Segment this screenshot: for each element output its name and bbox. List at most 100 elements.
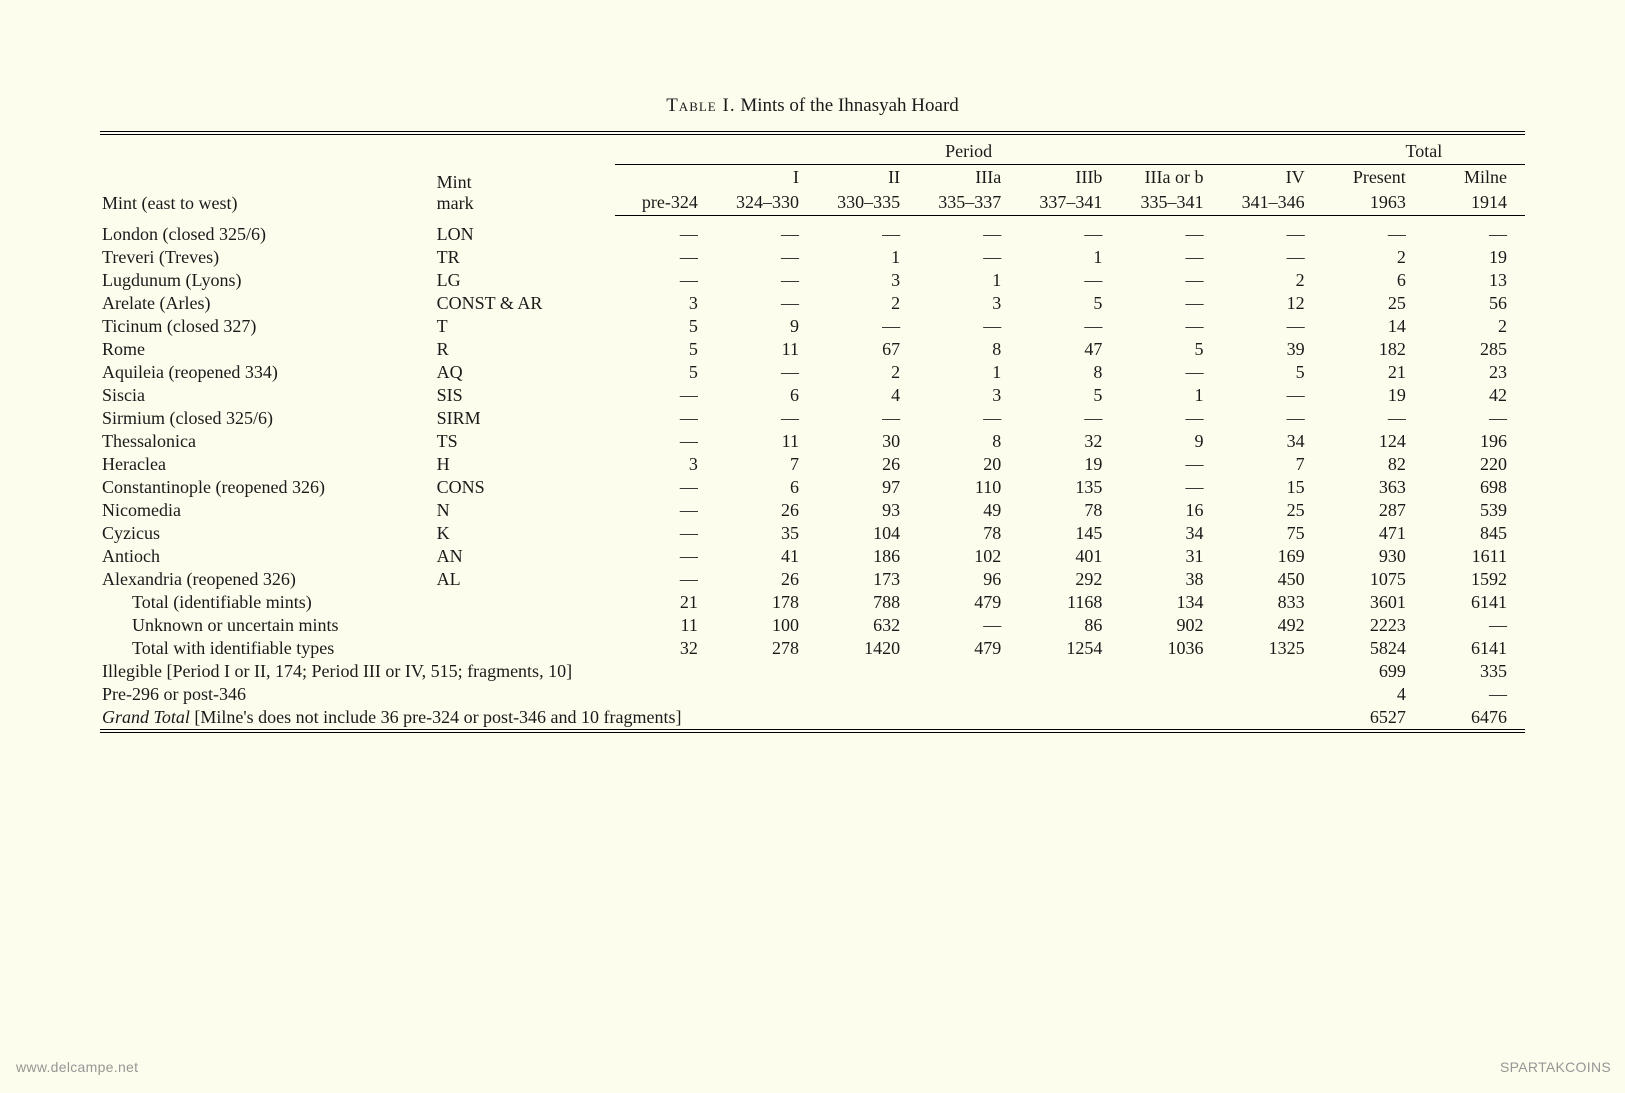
table-cell: — xyxy=(615,407,716,430)
mint-name: Thessalonica xyxy=(100,430,433,453)
table-cell: — xyxy=(615,545,716,568)
col-t0-top: Present xyxy=(1323,165,1424,191)
col-p4-bot: 337–341 xyxy=(1019,190,1120,216)
table-cell: 100 xyxy=(716,614,817,637)
table-cell: 1 xyxy=(1120,384,1221,407)
table-cell: 1325 xyxy=(1222,637,1323,660)
summary-label: Unknown or uncertain mints xyxy=(100,614,615,637)
table-cell: 6 xyxy=(716,476,817,499)
table-cell: 6141 xyxy=(1424,591,1525,614)
table-cell: 26 xyxy=(817,453,918,476)
mint-name: Siscia xyxy=(100,384,433,407)
table-cell: — xyxy=(615,476,716,499)
table-cell: — xyxy=(918,315,1019,338)
table-row: Lugdunum (Lyons)LG——31——2613 xyxy=(100,269,1525,292)
mint-mark: N xyxy=(433,499,615,522)
mint-name: Arelate (Arles) xyxy=(100,292,433,315)
table-cell: 2223 xyxy=(1323,614,1424,637)
table-cell: 5 xyxy=(615,361,716,384)
table-cell: 178 xyxy=(716,591,817,614)
table-cell: 479 xyxy=(918,637,1019,660)
table-cell: 8 xyxy=(1019,361,1120,384)
table-cell: — xyxy=(1019,315,1120,338)
mint-mark: SIRM xyxy=(433,407,615,430)
table-cell: 632 xyxy=(817,614,918,637)
table-cell: 1254 xyxy=(1019,637,1120,660)
mint-mark: CONST & AR xyxy=(433,292,615,315)
summary-label: Total (identifiable mints) xyxy=(100,591,615,614)
mint-name: Lugdunum (Lyons) xyxy=(100,269,433,292)
col-mark: Mintmark xyxy=(433,133,615,216)
col-p3-bot: 335–337 xyxy=(918,190,1019,216)
table-cell: — xyxy=(1323,216,1424,247)
table-cell: 11 xyxy=(615,614,716,637)
table-cell: — xyxy=(615,568,716,591)
table-cell: — xyxy=(1222,216,1323,247)
col-group-period: Period xyxy=(615,133,1323,165)
table-cell: 1420 xyxy=(817,637,918,660)
table-cell: 335 xyxy=(1424,660,1525,683)
table-cell: 5 xyxy=(615,315,716,338)
table-cell: — xyxy=(615,430,716,453)
col-t1-bot: 1914 xyxy=(1424,190,1525,216)
table-cell: 285 xyxy=(1424,338,1525,361)
table-row: RomeR51167847539182285 xyxy=(100,338,1525,361)
table-cell: 110 xyxy=(918,476,1019,499)
table-cell: 11 xyxy=(716,338,817,361)
table-cell: 86 xyxy=(1019,614,1120,637)
table-row: HeracleaH37262019—782220 xyxy=(100,453,1525,476)
table-cell: — xyxy=(817,216,918,247)
col-t0-bot: 1963 xyxy=(1323,190,1424,216)
table-cell: 698 xyxy=(1424,476,1525,499)
document-page: Table I. Mints of the Ihnasyah Hoard Min… xyxy=(0,0,1625,733)
table-cell: 8 xyxy=(918,430,1019,453)
col-group-total: Total xyxy=(1323,133,1525,165)
table-cell: 1075 xyxy=(1323,568,1424,591)
table-cell: — xyxy=(1019,407,1120,430)
table-cell: 5 xyxy=(615,338,716,361)
table-cell: 6 xyxy=(1323,269,1424,292)
table-cell: 173 xyxy=(817,568,918,591)
table-cell: 20 xyxy=(918,453,1019,476)
table-cell: 8 xyxy=(918,338,1019,361)
table-cell: 39 xyxy=(1222,338,1323,361)
mint-name: Cyzicus xyxy=(100,522,433,545)
mint-mark: CONS xyxy=(433,476,615,499)
summary-row: Total (identifiable mints)21178788479116… xyxy=(100,591,1525,614)
table-cell: 5 xyxy=(1222,361,1323,384)
table-body: London (closed 325/6)LON—————————Treveri… xyxy=(100,216,1525,732)
table-cell: 26 xyxy=(716,499,817,522)
table-row: Sirmium (closed 325/6)SIRM————————— xyxy=(100,407,1525,430)
mint-mark: AQ xyxy=(433,361,615,384)
table-cell: 788 xyxy=(817,591,918,614)
table-cell: 82 xyxy=(1323,453,1424,476)
table-cell: — xyxy=(918,216,1019,247)
mint-mark: R xyxy=(433,338,615,361)
table-cell: 7 xyxy=(716,453,817,476)
table-cell: 479 xyxy=(918,591,1019,614)
table-cell: 25 xyxy=(1323,292,1424,315)
table-cell: 5 xyxy=(1019,292,1120,315)
table-cell: 363 xyxy=(1323,476,1424,499)
table-cell: 5 xyxy=(1019,384,1120,407)
table-cell: 16 xyxy=(1120,499,1221,522)
table-cell: 3 xyxy=(918,384,1019,407)
table-cell: 96 xyxy=(918,568,1019,591)
table-cell: 699 xyxy=(1323,660,1424,683)
table-cell: 492 xyxy=(1222,614,1323,637)
table-title: Table I. Mints of the Ihnasyah Hoard xyxy=(100,95,1525,117)
table-cell: 186 xyxy=(817,545,918,568)
table-cell: — xyxy=(716,292,817,315)
table-cell: — xyxy=(1120,216,1221,247)
table-row: NicomediaN—269349781625287539 xyxy=(100,499,1525,522)
table-row: CyzicusK—35104781453475471845 xyxy=(100,522,1525,545)
mint-mark: H xyxy=(433,453,615,476)
table-cell: — xyxy=(817,407,918,430)
mint-mark: LG xyxy=(433,269,615,292)
table-cell: 3601 xyxy=(1323,591,1424,614)
col-p6-top: IV xyxy=(1222,165,1323,191)
table-cell: — xyxy=(716,246,817,269)
table-cell: 13 xyxy=(1424,269,1525,292)
table-cell: 15 xyxy=(1222,476,1323,499)
table-cell: 196 xyxy=(1424,430,1525,453)
